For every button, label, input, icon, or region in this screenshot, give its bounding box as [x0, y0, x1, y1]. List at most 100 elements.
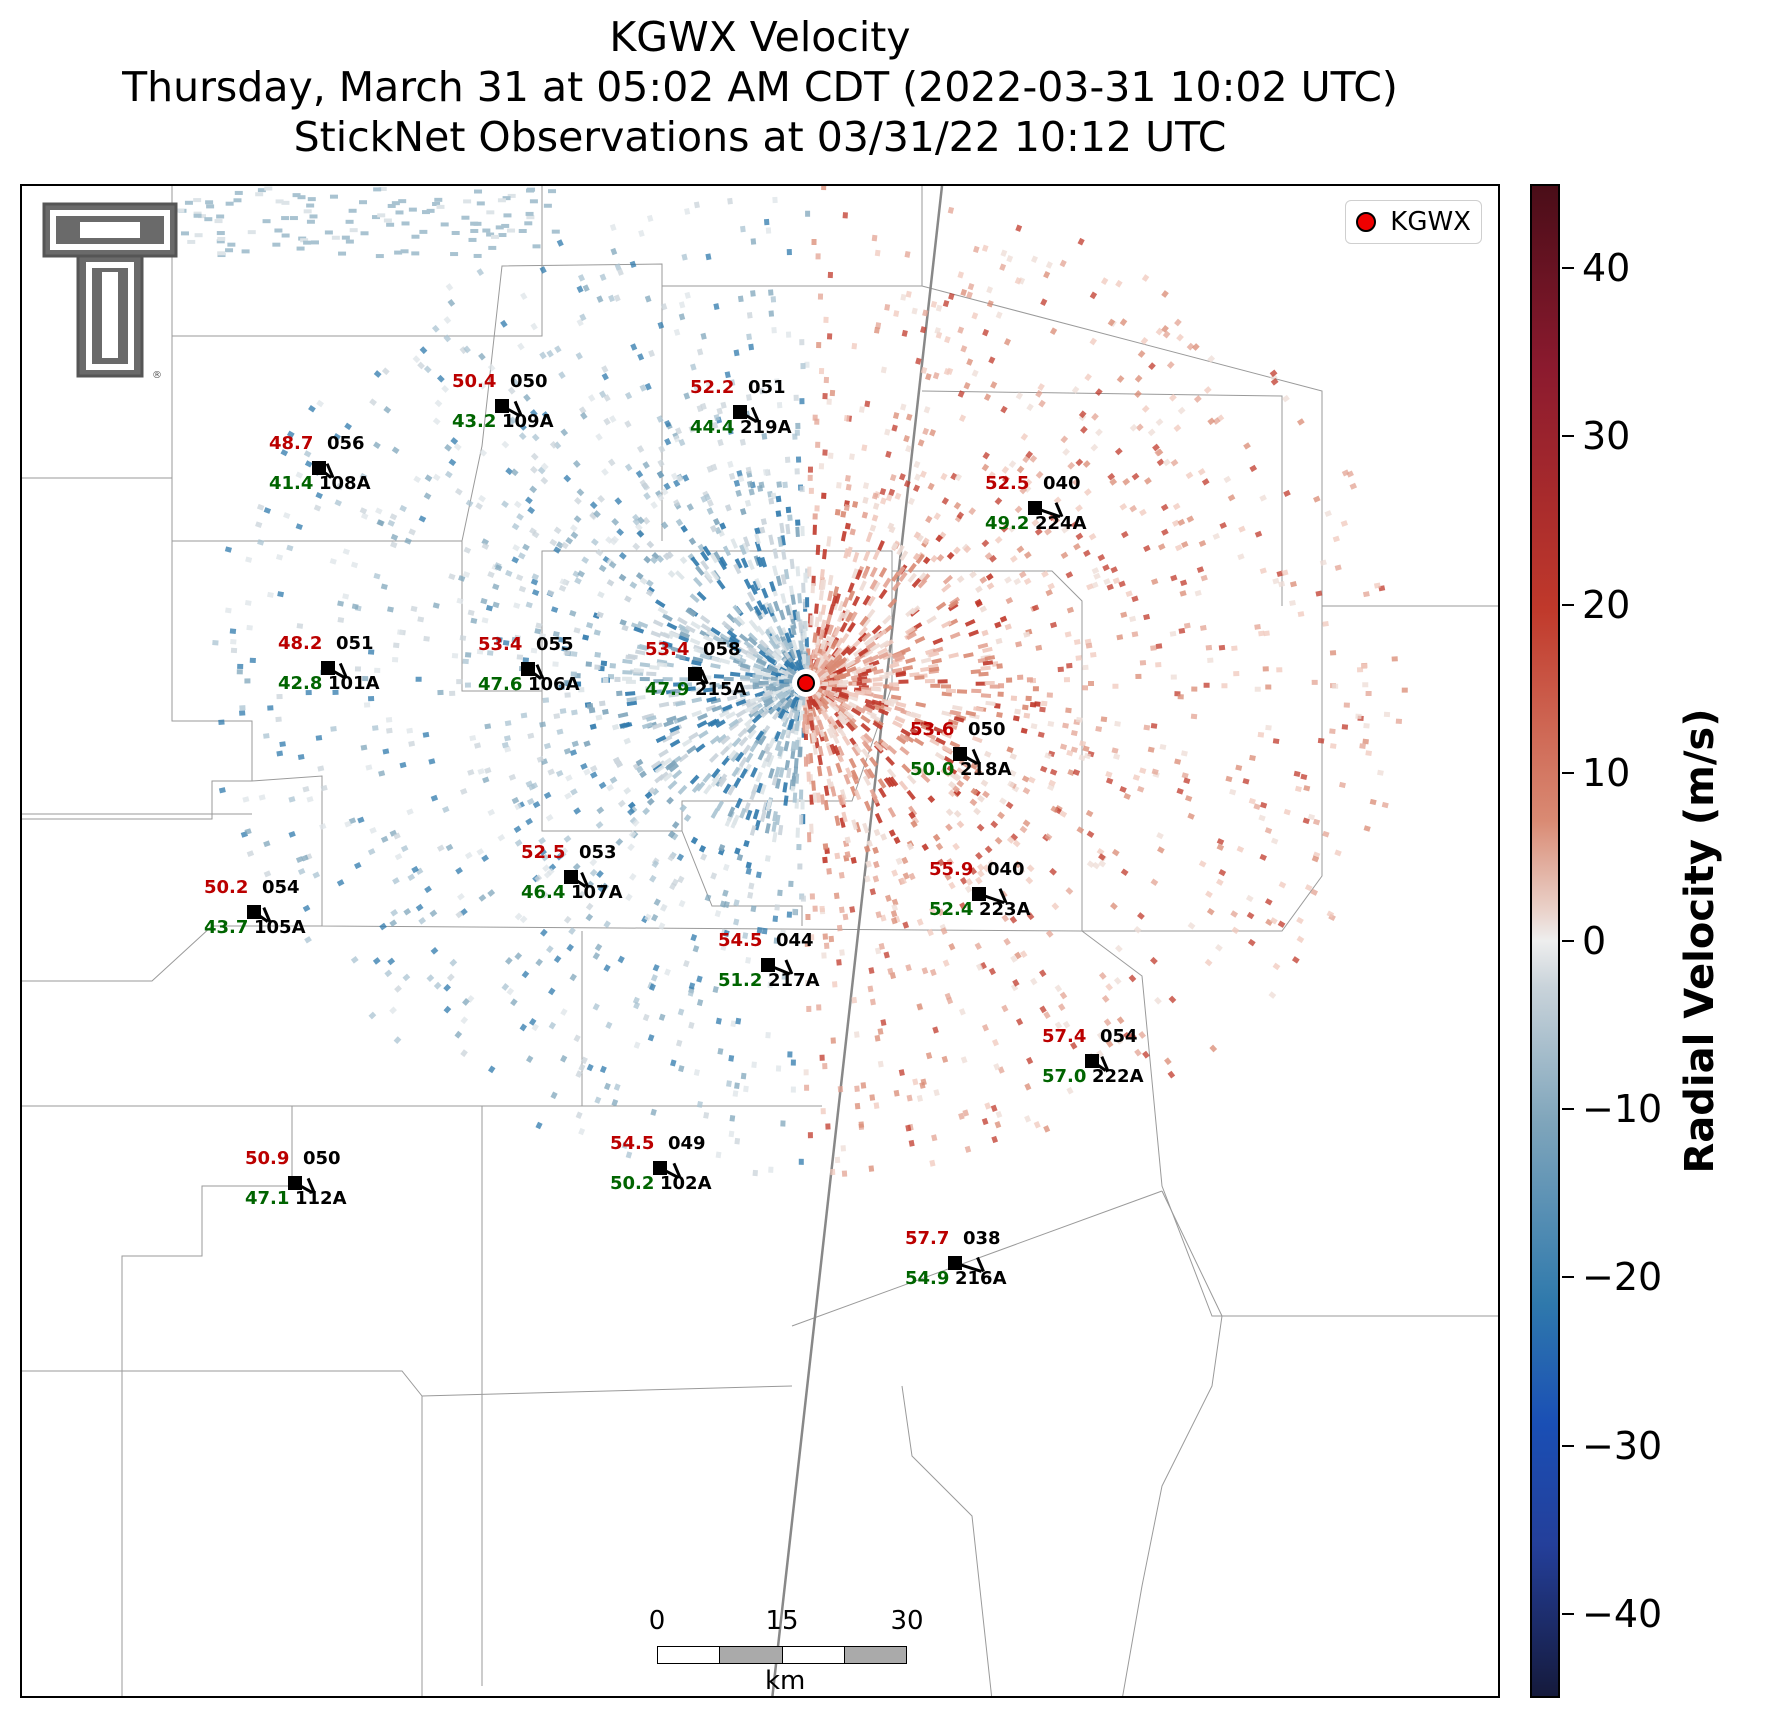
station-marker-icon	[564, 870, 578, 884]
title-line-1: KGWX Velocity	[609, 13, 911, 61]
state-boundary	[771, 186, 944, 1696]
station-temperature: 57.7	[905, 1228, 950, 1249]
station-dewpoint: 49.2	[985, 513, 1030, 534]
colorbar	[1530, 184, 1560, 1698]
title-line-3: StickNet Observations at 03/31/22 10:12 …	[293, 113, 1227, 161]
scale-bar-segments	[657, 1646, 907, 1664]
scale-tick-0: 0	[648, 1606, 666, 1636]
station-wind-direction: 038	[963, 1228, 1001, 1249]
wind-barb-flag	[976, 1256, 985, 1273]
colorbar-tick-mark	[1562, 603, 1574, 606]
station-marker-icon	[972, 887, 986, 901]
station-temperature: 53.4	[645, 639, 690, 660]
station-temperature: 52.5	[521, 842, 566, 863]
station-101A[interactable]: 48.2 051 42.8 101A	[278, 633, 478, 743]
wind-barb-flag	[784, 959, 794, 975]
kgwx-radar-site-icon[interactable]	[792, 669, 820, 697]
colorbar-tick-mark	[1562, 435, 1574, 438]
station-id: 222A	[1092, 1066, 1144, 1087]
wind-barb-flag	[580, 871, 589, 888]
colorbar-tick-label: −10	[1582, 1087, 1663, 1132]
station-dewpoint: 50.0	[910, 759, 955, 780]
station-marker-icon	[321, 661, 335, 675]
scale-tick-30: 30	[890, 1606, 924, 1636]
station-temperature: 52.5	[985, 473, 1030, 494]
station-id: 109A	[502, 411, 554, 432]
station-id: 107A	[571, 882, 623, 903]
station-216A[interactable]: 57.7 038 54.9 216A	[905, 1228, 1105, 1338]
station-218A[interactable]: 53.6 050 50.0 218A	[910, 719, 1110, 829]
station-marker-icon	[653, 1161, 667, 1175]
station-dewpoint: 47.6	[478, 674, 523, 695]
station-219A[interactable]: 52.2 051 44.4 219A	[690, 377, 890, 487]
station-wind-direction: 055	[536, 634, 574, 655]
station-wind-direction: 050	[968, 719, 1006, 740]
station-marker-icon	[288, 1176, 302, 1190]
colorbar-title: Radial Velocity (m/s)	[1677, 708, 1723, 1174]
texas-tech-logo-icon: ®	[42, 202, 202, 382]
station-dewpoint: 47.9	[645, 679, 690, 700]
station-wind-direction: 054	[262, 877, 300, 898]
station-dewpoint: 47.1	[245, 1188, 290, 1209]
station-wind-direction: 058	[703, 639, 741, 660]
station-223A[interactable]: 55.9 040 52.4 223A	[929, 859, 1129, 969]
radar-map[interactable]: ® KGWX 0 15 30 km 48.7 056 41.4 108A 50.4 050…	[20, 184, 1500, 1698]
station-id: 216A	[955, 1268, 1007, 1289]
station-marker-icon	[495, 399, 509, 413]
map-canvas	[22, 186, 1498, 1696]
station-wind-direction: 049	[668, 1133, 706, 1154]
colorbar-tick-label: 40	[1582, 246, 1631, 291]
station-temperature: 48.2	[278, 633, 323, 654]
wind-barb-flag	[750, 406, 760, 423]
station-temperature: 48.7	[269, 433, 314, 454]
station-marker-icon	[948, 1256, 962, 1270]
wind-barb-flag	[513, 400, 523, 416]
station-marker-icon	[247, 905, 261, 919]
station-105A[interactable]: 50.2 054 43.7 105A	[204, 877, 404, 987]
colorbar-tick-label: 30	[1582, 414, 1631, 459]
kgwx-marker-icon	[1356, 212, 1377, 232]
colorbar-tick-mark	[1562, 1612, 1574, 1615]
station-id: 101A	[328, 673, 380, 694]
station-109A[interactable]: 50.4 050 43.2 109A	[452, 371, 652, 481]
colorbar-tick-label: −30	[1582, 1423, 1663, 1468]
station-224A[interactable]: 52.5 040 49.2 224A	[985, 473, 1185, 583]
station-marker-icon	[1085, 1054, 1099, 1068]
station-107A[interactable]: 52.5 053 46.4 107A	[521, 842, 721, 952]
station-temperature: 53.4	[478, 634, 523, 655]
station-wind-direction: 040	[1043, 473, 1081, 494]
station-108A[interactable]: 48.7 056 41.4 108A	[269, 433, 469, 543]
station-222A[interactable]: 57.4 054 57.0 222A	[1042, 1026, 1242, 1136]
wind-barb-flag	[1100, 1056, 1110, 1072]
station-dewpoint: 46.4	[521, 882, 566, 903]
station-dewpoint: 54.9	[905, 1268, 950, 1289]
wind-barb-flag	[338, 662, 348, 679]
wind-barb-flag	[262, 907, 272, 923]
wind-barb-flag	[1054, 502, 1064, 518]
station-wind-direction: 044	[776, 930, 814, 951]
wind-barb-flag	[325, 463, 335, 479]
station-wind-direction: 051	[336, 633, 374, 654]
county-boundaries	[22, 186, 1498, 1696]
scale-tick-15: 15	[765, 1606, 799, 1636]
station-dewpoint: 42.8	[278, 673, 323, 694]
station-106A[interactable]: 53.4 055 47.6 106A	[478, 634, 678, 744]
station-217A[interactable]: 54.5 044 51.2 217A	[718, 930, 918, 1040]
station-marker-icon	[312, 461, 326, 475]
station-id: 223A	[979, 899, 1031, 920]
station-wind-direction: 051	[748, 377, 786, 398]
station-temperature: 54.5	[610, 1133, 655, 1154]
station-dewpoint: 43.7	[204, 917, 249, 938]
station-102A[interactable]: 54.5 049 50.2 102A	[610, 1133, 810, 1243]
station-112A[interactable]: 50.9 050 47.1 112A	[245, 1148, 445, 1258]
scale-unit: km	[765, 1666, 806, 1696]
station-marker-icon	[521, 662, 535, 676]
station-temperature: 55.9	[929, 859, 974, 880]
colorbar-tick-mark	[1562, 1276, 1574, 1279]
station-dewpoint: 41.4	[269, 473, 314, 494]
station-temperature: 52.2	[690, 377, 735, 398]
legend-label: KGWX	[1390, 207, 1471, 237]
station-215A[interactable]: 53.4 058 47.9 215A	[645, 639, 845, 749]
map-legend: KGWX	[1345, 200, 1482, 244]
colorbar-tick-label: 0	[1582, 919, 1607, 963]
